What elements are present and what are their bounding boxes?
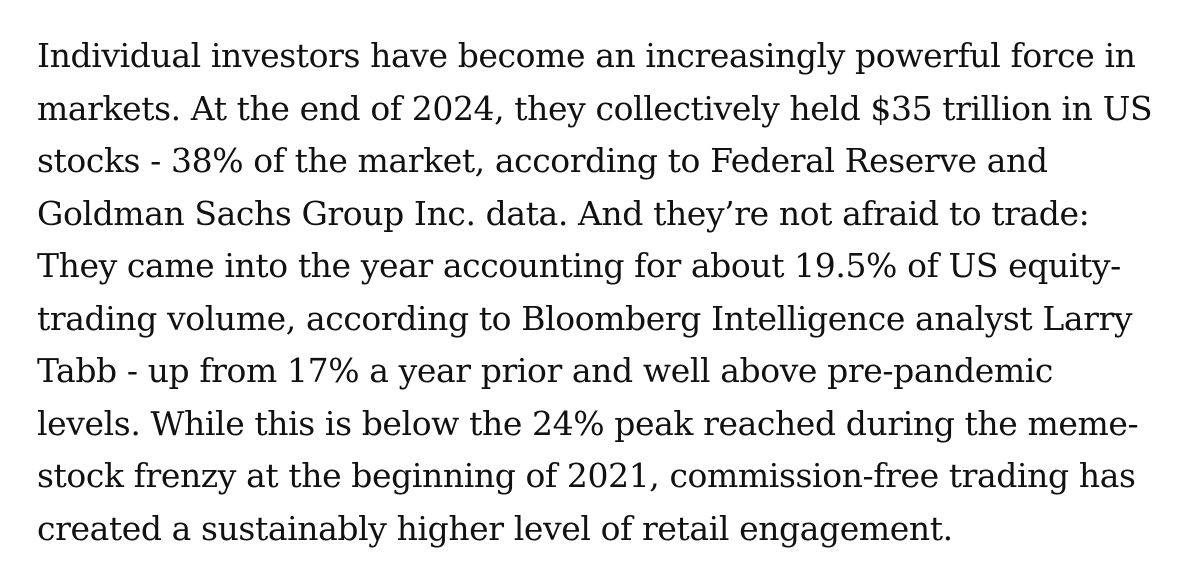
- paragraph-line: Tabb - up from 17% a year prior and well…: [37, 351, 1053, 390]
- article-paragraph: Individual investors have become an incr…: [37, 30, 1172, 555]
- paragraph-line: markets. At the end of 2024, they collec…: [37, 88, 1153, 128]
- paragraph-line: They came into the year accounting for a…: [37, 246, 1121, 285]
- paragraph-line: Goldman Sachs Group Inc. data. And they’…: [37, 193, 1090, 233]
- paragraph-line: stock frenzy at the beginning of 2021, c…: [37, 456, 1136, 495]
- paragraph-line: trading volume, according to Bloomberg I…: [37, 298, 1133, 338]
- paragraph-line: levels. While this is below the 24% peak…: [37, 403, 1139, 443]
- paragraph-line: Individual investors have become an incr…: [37, 36, 1136, 75]
- paragraph-line: created a sustainably higher level of re…: [37, 508, 953, 548]
- paragraph-line: stocks - 38% of the market, according to…: [37, 141, 1048, 180]
